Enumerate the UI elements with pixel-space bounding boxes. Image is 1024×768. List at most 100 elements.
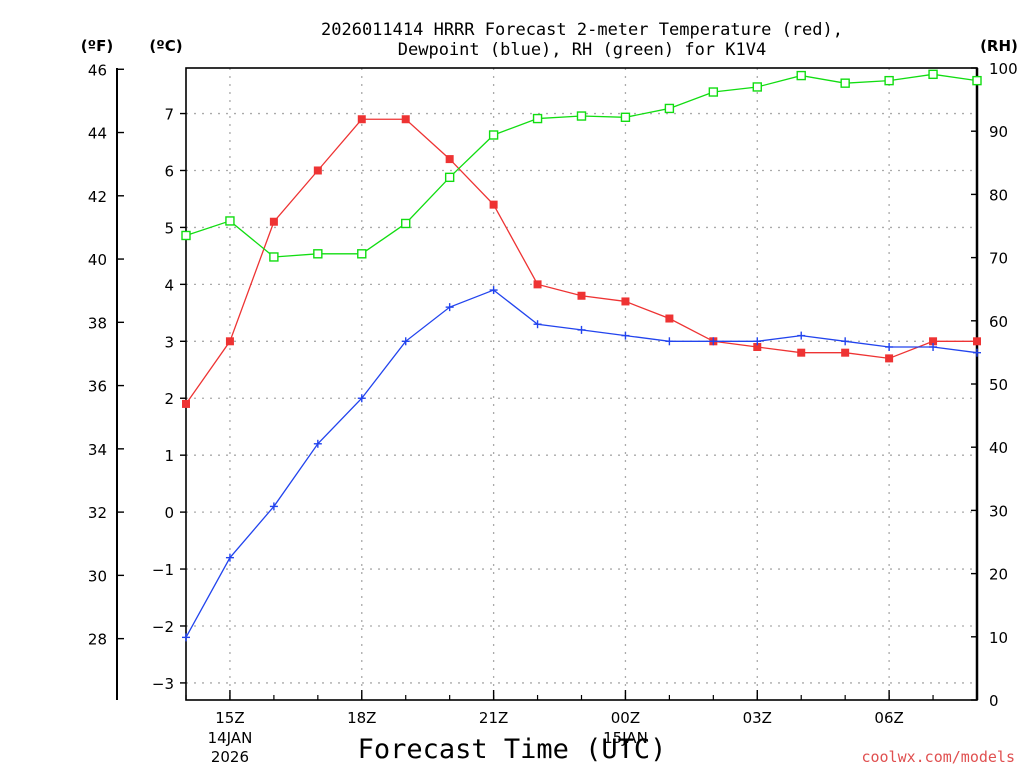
chart-title-line2: Dewpoint (blue), RH (green) for K1V4 xyxy=(398,40,766,60)
rh-line xyxy=(185,73,978,258)
rh-point xyxy=(488,130,499,140)
celsius-tick-label: 4 xyxy=(164,276,174,294)
rh-tick-label: 40 xyxy=(989,439,1008,457)
temperature-point xyxy=(182,399,190,408)
dewpoint-point xyxy=(665,337,674,346)
rh-point xyxy=(840,78,850,88)
celsius-tick-label: −1 xyxy=(152,561,174,579)
rh-point xyxy=(401,218,411,229)
celsius-tick-label: 3 xyxy=(164,333,174,351)
temperature-point xyxy=(445,155,454,164)
rh-tick-label: 50 xyxy=(989,376,1008,394)
rh-tick-label: 70 xyxy=(989,250,1008,268)
x-tick-sublabel: 14JAN xyxy=(208,729,253,747)
temperature-point xyxy=(885,354,894,363)
celsius-tick-label: 2 xyxy=(164,390,174,408)
temperature-point xyxy=(225,337,234,346)
rh-point xyxy=(664,103,675,114)
dewpoint-point xyxy=(577,325,586,334)
temperature-point xyxy=(269,217,278,226)
credit-text: coolwx.com/models xyxy=(861,748,1015,766)
temperature-series xyxy=(182,115,981,408)
celsius-tick-label: −3 xyxy=(152,675,174,693)
celsius-unit-label: (ºC) xyxy=(149,37,182,55)
temperature-point xyxy=(929,337,938,346)
dewpoint-point xyxy=(973,348,981,357)
grid xyxy=(186,68,977,700)
rh-point xyxy=(181,230,191,241)
rh-tick-label: 100 xyxy=(989,60,1018,78)
x-tick-label: 00Z xyxy=(611,709,640,727)
rh-point xyxy=(796,70,806,81)
axes: −3−2−10123456728303234363840424446010203… xyxy=(88,60,1018,766)
dewpoint-point xyxy=(445,303,454,312)
rh-point xyxy=(444,172,455,183)
dewpoint-point xyxy=(533,320,542,329)
dewpoint-point xyxy=(357,394,366,403)
dewpoint-line xyxy=(185,289,978,638)
x-axis-title: Forecast Time (UTC) xyxy=(358,734,667,765)
temperature-point xyxy=(357,115,366,124)
fahrenheit-tick-label: 44 xyxy=(88,125,107,143)
fahrenheit-tick-label: 42 xyxy=(88,188,107,206)
rh-point xyxy=(532,113,543,124)
celsius-tick-label: −2 xyxy=(152,618,174,636)
dewpoint-point xyxy=(489,286,498,295)
rh-point xyxy=(928,69,938,80)
dewpoint-point xyxy=(313,439,322,448)
temperature-point xyxy=(577,291,586,300)
x-tick-sublabel: 15JAN xyxy=(603,729,648,747)
fahrenheit-tick-label: 46 xyxy=(88,61,107,79)
plot-frame xyxy=(185,67,978,701)
celsius-tick-label: 6 xyxy=(164,162,174,180)
temperature-point xyxy=(841,348,850,357)
dewpoint-point xyxy=(929,342,938,351)
celsius-tick-label: 0 xyxy=(164,504,174,522)
rh-point xyxy=(884,75,894,86)
fahrenheit-tick-label: 32 xyxy=(88,504,107,522)
rh-tick-label: 20 xyxy=(989,566,1008,584)
rh-tick-label: 80 xyxy=(989,186,1008,204)
temperature-point xyxy=(313,166,322,175)
dewpoint-point xyxy=(753,337,762,346)
rh-tick-label: 60 xyxy=(989,313,1008,331)
temperature-point xyxy=(533,280,542,289)
x-tick-label: 15Z xyxy=(215,709,244,727)
dewpoint-point xyxy=(182,633,190,642)
fahrenheit-tick-label: 40 xyxy=(88,251,107,269)
fahrenheit-tick-label: 36 xyxy=(88,378,107,396)
x-tick-label: 03Z xyxy=(743,709,772,727)
dewpoint-point xyxy=(885,342,894,351)
temperature-point xyxy=(401,115,410,124)
dewpoint-series xyxy=(182,286,981,642)
x-tick-label: 21Z xyxy=(479,709,508,727)
temperature-point xyxy=(753,342,762,351)
rh-tick-label: 10 xyxy=(989,629,1008,647)
rh-point xyxy=(620,112,631,122)
dewpoint-point xyxy=(401,337,410,346)
fahrenheit-tick-label: 30 xyxy=(88,567,107,585)
rh-point xyxy=(313,249,323,259)
rh-series xyxy=(181,69,982,262)
rh-tick-label: 30 xyxy=(989,502,1008,520)
rh-point xyxy=(972,75,982,86)
celsius-tick-label: 5 xyxy=(164,219,174,237)
celsius-tick-label: 7 xyxy=(164,106,174,124)
rh-point xyxy=(576,111,587,121)
dewpoint-point xyxy=(269,502,278,511)
rh-point xyxy=(752,82,762,92)
temperature-point xyxy=(797,348,806,357)
series-layer xyxy=(181,69,982,642)
temperature-line xyxy=(185,118,977,405)
fahrenheit-tick-label: 28 xyxy=(88,631,107,649)
temperature-point xyxy=(489,200,498,209)
temperature-point xyxy=(665,314,674,323)
celsius-tick-label: 1 xyxy=(164,447,174,465)
rh-point xyxy=(269,252,279,262)
dewpoint-point xyxy=(621,331,630,340)
rh-point xyxy=(357,249,367,259)
rh-tick-label: 0 xyxy=(989,692,999,710)
rh-point xyxy=(708,87,719,97)
x-tick-sublabel: 2026 xyxy=(211,748,249,766)
